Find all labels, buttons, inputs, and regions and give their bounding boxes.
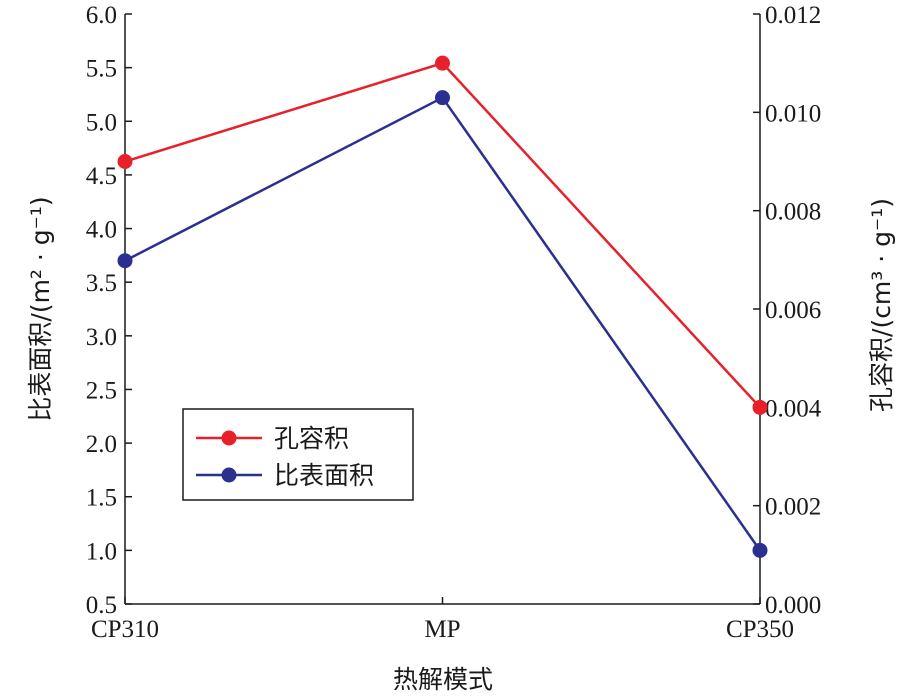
data-point-specific-surface-area — [435, 90, 450, 106]
x-axis-ticks: CP310 MP CP350 — [91, 597, 794, 643]
right-tick-label: 0.008 — [765, 199, 821, 226]
right-tick-label: 0.002 — [765, 494, 821, 521]
legend-label-pore-volume: 孔容积 — [274, 424, 349, 453]
left-tick-label: 5.5 — [86, 56, 117, 83]
data-point-pore-volume — [752, 399, 768, 415]
right-tick-label: 0.012 — [765, 2, 821, 29]
legend: 孔容积 比表面积 — [182, 408, 414, 501]
right-tick-label: 0.000 — [765, 592, 821, 619]
left-tick-label: 4.5 — [86, 163, 117, 190]
series-layer — [117, 55, 768, 558]
left-tick-label: 0.5 — [86, 592, 117, 619]
left-tick-label: 3.0 — [86, 324, 117, 351]
left-axis-ticks: 0.5 1.0 1.5 2.0 2.5 3.0 3.5 4.0 4.5 5.0 5.5 6.0 — [86, 2, 132, 619]
data-point-pore-volume — [435, 55, 450, 71]
left-tick-label: 3.5 — [86, 270, 117, 297]
left-tick-label: 1.5 — [86, 485, 117, 512]
left-tick-label: 4.0 — [86, 217, 117, 244]
left-tick-label: 5.0 — [86, 109, 117, 136]
x-tick-label: MP — [424, 616, 460, 643]
right-tick-label: 0.004 — [765, 395, 822, 422]
legend-label-specific-surface-area: 比表面积 — [274, 461, 374, 490]
left-tick-label: 1.0 — [86, 538, 117, 565]
series-line-pore-volume — [124, 61, 761, 409]
legend-box — [182, 408, 414, 501]
legend-marker-specific-surface-area — [221, 467, 237, 483]
x-tick-label: CP310 — [91, 616, 159, 643]
legend-marker-pore-volume — [221, 430, 237, 446]
data-point-specific-surface-area — [117, 253, 133, 269]
right-tick-label: 0.006 — [765, 297, 821, 324]
data-point-pore-volume — [117, 154, 133, 169]
data-point-specific-surface-area — [752, 542, 768, 558]
left-tick-label: 2.5 — [86, 377, 117, 404]
left-tick-label: 2.0 — [86, 431, 117, 458]
right-axis-title: 孔容积/(cm³ · g⁻¹) — [867, 198, 896, 412]
x-axis-title: 热解模式 — [393, 665, 493, 694]
left-axis-title: 比表面积/(m² · g⁻¹) — [26, 196, 55, 421]
left-tick-label: 6.0 — [86, 2, 117, 29]
right-tick-label: 0.010 — [765, 100, 821, 127]
x-tick-label: CP350 — [726, 616, 794, 643]
right-axis-ticks: 0.000 0.002 0.004 0.006 0.008 0.010 0.012 — [753, 2, 822, 619]
